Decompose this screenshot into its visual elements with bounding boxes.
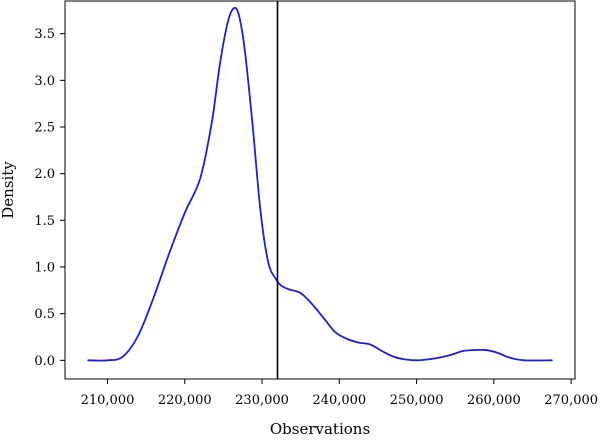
axes-frame xyxy=(64,0,576,380)
y-tick-label: 0.5 xyxy=(34,307,55,322)
y-axis: 0.0 0.5 1.0 1.5 2.0 2.5 3.0 3.5 xyxy=(34,27,65,369)
x-tick-label: 230,000 xyxy=(235,393,289,408)
x-tick-label: 260,000 xyxy=(467,393,521,408)
y-tick-label: 1.0 xyxy=(34,261,55,276)
plot-area xyxy=(87,1,553,379)
y-axis-title: Density xyxy=(0,161,17,219)
x-tick-label: 220,000 xyxy=(158,393,212,408)
y-tick-label: 2.5 xyxy=(34,121,55,136)
y-tick-label: 3.0 xyxy=(34,74,55,89)
y-tick-label: 2.0 xyxy=(34,167,55,182)
y-tick-label: 1.5 xyxy=(34,214,55,229)
x-tick-label: 210,000 xyxy=(81,393,135,408)
density-curve xyxy=(87,6,553,362)
x-axis-title: Observations xyxy=(270,420,370,438)
x-tick-label: 250,000 xyxy=(390,393,444,408)
x-axis: 210,000 220,000 230,000 240,000 250,000 260,0… xyxy=(81,379,598,408)
x-tick-label: 270,000 xyxy=(544,393,598,408)
y-tick-label: 3.5 xyxy=(34,27,55,42)
y-tick-label: 0.0 xyxy=(34,354,55,369)
x-tick-label: 240,000 xyxy=(312,393,366,408)
